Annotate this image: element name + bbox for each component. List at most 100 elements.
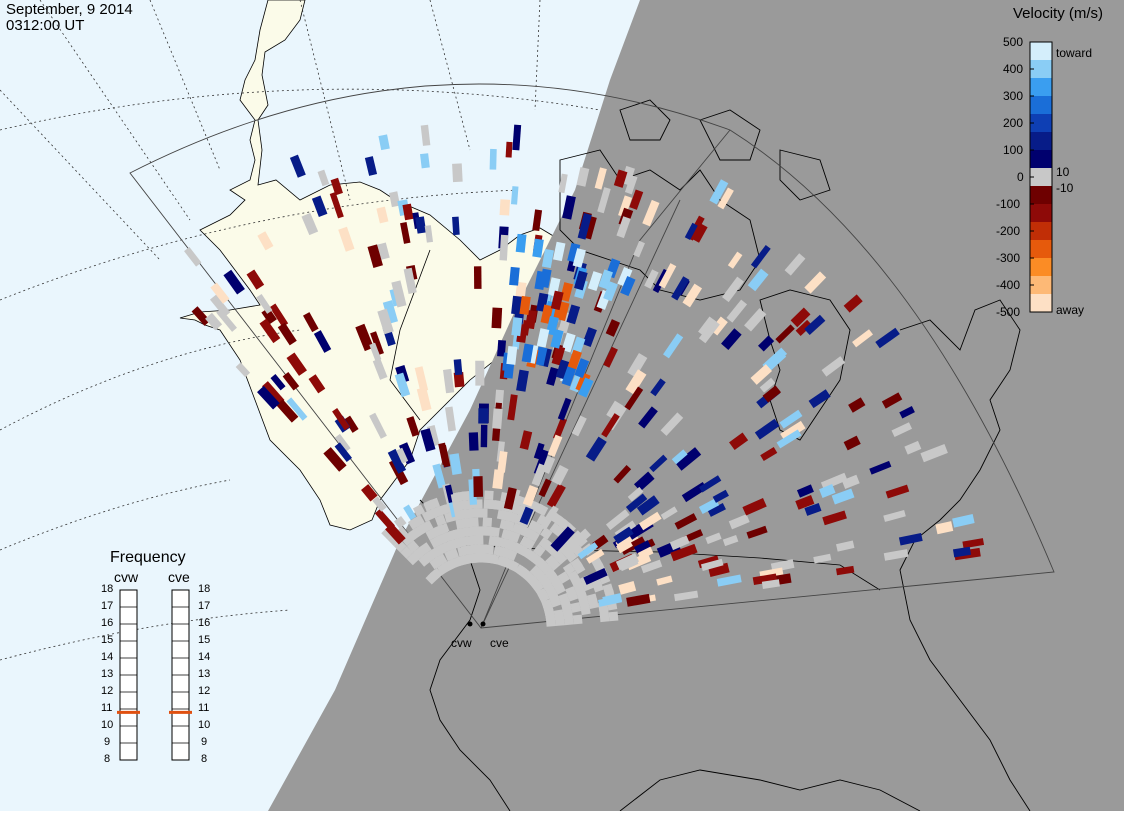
echo-cell: [519, 295, 531, 315]
echo-cell: [387, 448, 407, 474]
color-bar-segment: [1030, 204, 1052, 223]
echo-cell: [369, 342, 382, 362]
echo-cell: [558, 173, 568, 194]
echo-cell: [406, 552, 420, 566]
echo-cell: [401, 533, 414, 546]
color-bar-segment: [1030, 276, 1052, 295]
frequency-tick-label: 10: [101, 719, 114, 731]
velocity-tick-label: 500: [1003, 35, 1024, 49]
color-bar-segment: [1030, 168, 1052, 187]
echo-cell: [637, 545, 654, 560]
echo-cell: [626, 593, 651, 607]
echo-cell: [633, 540, 651, 554]
echo-cell: [223, 269, 245, 295]
echo-cell: [820, 472, 848, 490]
echo-cell: [597, 187, 611, 214]
echo-cell: [583, 568, 608, 585]
frequency-tick-label: 12: [101, 685, 114, 697]
echo-cell: [489, 526, 500, 538]
echo-cell: [675, 447, 702, 471]
frequency-tick-label: 10: [198, 719, 211, 731]
frequency-tick-label: 15: [198, 634, 211, 646]
echo-cell: [574, 270, 588, 291]
echo-cell: [393, 516, 407, 529]
echo-cell: [804, 271, 827, 294]
echo-cell: [700, 558, 724, 571]
echo-cell: [519, 535, 532, 548]
echo-cell: [308, 374, 326, 394]
echo-cell: [762, 385, 782, 403]
echo-cell: [398, 442, 416, 465]
echo-cell: [503, 487, 517, 510]
echo-cell: [616, 216, 631, 239]
echo-cell: [529, 565, 543, 578]
frequency-tick-label: 11: [101, 702, 113, 714]
echo-cell: [533, 544, 546, 557]
echo-cell: [899, 406, 915, 419]
echo-cell: [603, 346, 618, 368]
echo-cell: [629, 189, 644, 210]
echo-cell: [705, 532, 722, 545]
frequency-tick-label: 16: [198, 617, 211, 629]
echo-cell: [484, 490, 494, 500]
echo-cell: [780, 420, 806, 442]
echo-cell: [400, 222, 411, 244]
echo-cell: [492, 408, 503, 429]
echo-cell: [935, 521, 954, 535]
echo-cell: [813, 553, 832, 564]
echo-cell: [377, 308, 394, 335]
echo-cell: [432, 463, 447, 489]
velocity-tick-label: -400: [996, 278, 1021, 292]
echo-cell: [804, 502, 822, 516]
echo-cell: [499, 519, 511, 531]
echo-cell: [450, 493, 462, 517]
echo-cell: [684, 222, 698, 241]
echo-cell: [891, 422, 913, 437]
echo-cell: [746, 525, 768, 539]
echo-cell: [760, 447, 778, 462]
echo-cell: [511, 317, 523, 337]
echo-cell: [699, 475, 722, 493]
echo-cell: [550, 290, 564, 311]
echo-cell: [682, 283, 703, 308]
echo-cell: [606, 400, 623, 420]
echo-cell: [566, 304, 581, 325]
echo-cell: [506, 345, 518, 365]
echo-cell: [551, 345, 566, 366]
echo-cell: [558, 593, 570, 605]
echo-cell: [425, 571, 439, 585]
frequency-tick-label: 11: [198, 702, 210, 714]
frequency-tick-label: 8: [104, 753, 111, 765]
velocity-tick-label: -200: [996, 224, 1021, 238]
echo-cell: [416, 387, 432, 412]
echo-cell: [478, 408, 489, 424]
frequency-right-label: cve: [168, 569, 190, 585]
echo-cell: [550, 328, 564, 349]
echo-cell: [323, 447, 347, 472]
threshold-positive-label: 10: [1056, 165, 1070, 179]
echo-cell: [633, 240, 645, 258]
echo-cell: [516, 369, 529, 392]
echo-cell: [620, 536, 646, 555]
velocity-tick-label: -500: [996, 305, 1021, 319]
echo-cell: [565, 586, 577, 598]
echo-cell: [836, 540, 855, 552]
frequency-tick-label: 14: [198, 651, 211, 663]
echo-cell: [515, 233, 527, 253]
echo-cell: [559, 282, 574, 302]
echo-cell: [423, 499, 435, 512]
echo-cell: [519, 430, 533, 450]
echo-cell: [618, 581, 637, 595]
echo-cell: [420, 124, 431, 146]
echo-cell: [674, 513, 698, 530]
echo-cell: [511, 522, 524, 535]
echo-cell: [532, 209, 543, 232]
velocity-tick-label: 300: [1003, 89, 1024, 103]
echo-cell: [547, 434, 563, 457]
echo-cell: [570, 557, 583, 571]
echo-cell: [747, 268, 769, 292]
echo-cell: [586, 593, 598, 605]
coastline-hudson-bay: [759, 289, 851, 441]
echo-cell: [488, 535, 499, 546]
